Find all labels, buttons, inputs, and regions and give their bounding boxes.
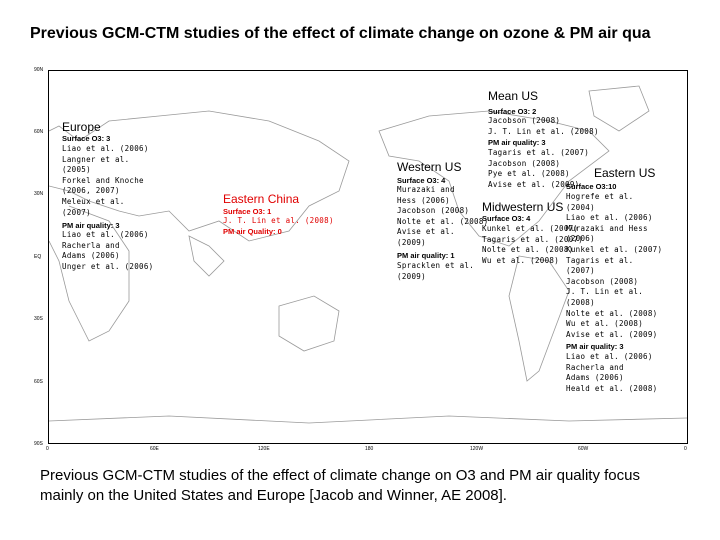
caption-line-2: mainly on the United States and Europe [… bbox=[40, 487, 507, 504]
map-outline bbox=[49, 85, 687, 424]
lon-tick: 180 bbox=[365, 446, 374, 452]
lat-tick: 90N bbox=[34, 67, 44, 73]
eastern-us-pm-refs: Liao et al. (2006) Racherla and Adams (20… bbox=[566, 352, 658, 393]
region-mean-us-label: Mean US bbox=[488, 89, 539, 103]
lon-tick: 120E bbox=[258, 446, 270, 452]
lat-tick: 30S bbox=[34, 316, 43, 322]
europe-o3-count: Surface O3: 3 bbox=[62, 134, 111, 143]
lat-tick: 60N bbox=[34, 129, 44, 135]
mean-us-o3-refs: Jacobson (2008) J. T. Lin et al. (2008) bbox=[488, 116, 599, 136]
citation: [Jacob and Winner, AE 2008]. bbox=[309, 487, 507, 504]
region-eastern-china-label: Eastern China bbox=[223, 192, 300, 206]
region-western-us-label: Western US bbox=[397, 160, 462, 174]
lon-tick: 60W bbox=[578, 446, 589, 452]
china-pm-count: PM air Quality: 0 bbox=[223, 227, 282, 236]
lon-tick: 60E bbox=[150, 446, 159, 452]
eastern-us-o3-count: Surface O3:10 bbox=[566, 182, 617, 191]
western-us-o3-count: Surface O3: 4 bbox=[397, 176, 446, 185]
mean-us-o3-count: Surface O3: 2 bbox=[488, 107, 537, 116]
western-us-pm-count: PM air quality: 1 bbox=[397, 251, 455, 260]
region-midwestern-us-label: Midwestern US bbox=[482, 200, 564, 214]
lon-tick: 120W bbox=[470, 446, 484, 452]
slide-title: Previous GCM-CTM studies of the effect o… bbox=[30, 25, 651, 42]
mean-us-pm-refs: Tagaris et al. (2007) Jacobson (2008) Pye … bbox=[488, 148, 590, 189]
midwestern-us-o3-refs: Kunkel et al. (2007) Tagaris et al. (2007… bbox=[482, 224, 584, 265]
lat-tick: EQ bbox=[34, 254, 42, 260]
eastern-us-o3-refs: Hogrefe et al. (2004) Liao et al. (2006) M… bbox=[566, 192, 663, 339]
lon-tick: 0 bbox=[684, 446, 687, 452]
europe-pm-count: PM air quality: 3 bbox=[62, 221, 120, 230]
midwestern-us-o3-count: Surface O3: 4 bbox=[482, 214, 531, 223]
lat-tick: 90S bbox=[34, 441, 43, 447]
china-o3-count: Surface O3: 1 bbox=[223, 207, 272, 216]
world-map bbox=[48, 70, 688, 444]
caption-line-1: Previous GCM-CTM studies of the effect o… bbox=[40, 467, 640, 484]
europe-pm-refs: Liao et al. (2006) Racherla and Adams (200… bbox=[62, 230, 154, 271]
slide-caption: Previous GCM-CTM studies of the effect o… bbox=[40, 466, 640, 506]
china-o3-refs: J. T. Lin et al. (2008) bbox=[223, 216, 334, 225]
europe-o3-refs: Liao et al. (2006) Langner et al. (2005) F… bbox=[62, 144, 149, 217]
lat-tick: 60S bbox=[34, 379, 43, 385]
eastern-us-pm-count: PM air quality: 3 bbox=[566, 342, 624, 351]
western-us-pm-refs: Spracklen et al. (2009) bbox=[397, 261, 475, 281]
mean-us-pm-count: PM air quality: 3 bbox=[488, 138, 546, 147]
region-eastern-us-label: Eastern US bbox=[594, 166, 656, 180]
region-europe-label: Europe bbox=[62, 120, 101, 134]
western-us-o3-refs: Murazaki and Hess (2006) Jacobson (2008) N… bbox=[397, 185, 489, 247]
lon-tick: 0 bbox=[46, 446, 49, 452]
lat-tick: 30N bbox=[34, 191, 44, 197]
